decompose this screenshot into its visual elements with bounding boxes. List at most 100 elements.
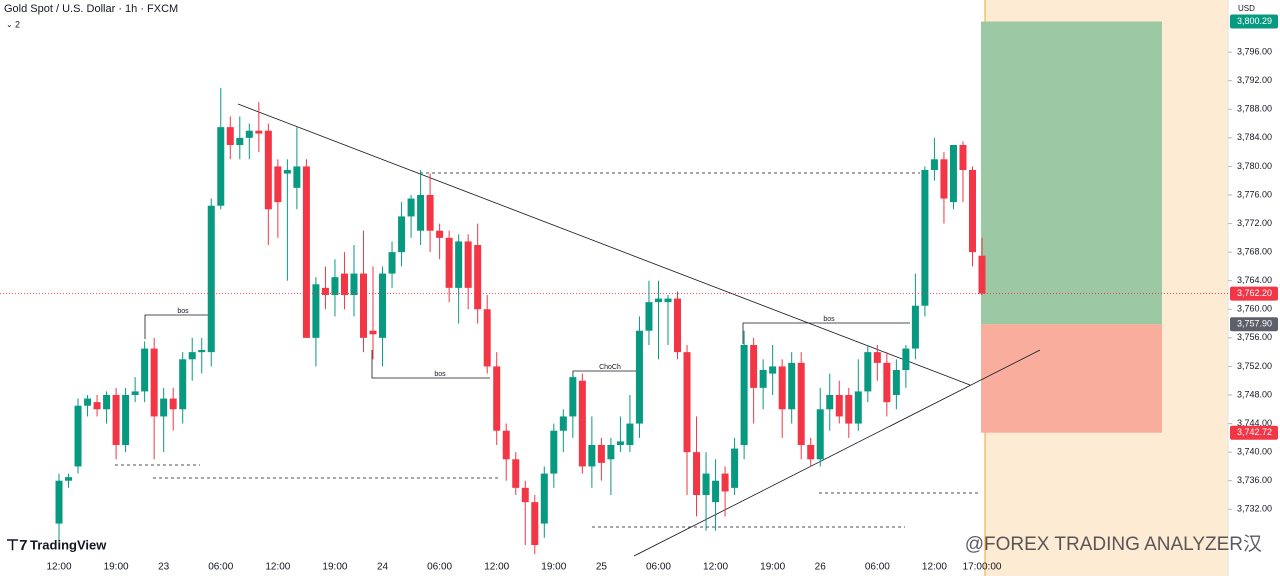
x-tick-label: 19:00 — [322, 562, 347, 573]
candle-body — [550, 430, 558, 474]
candle-body — [359, 273, 367, 338]
candle-body — [826, 395, 834, 410]
candle-body — [654, 298, 662, 303]
x-tick-label: 06:00 — [646, 562, 671, 573]
annotation: ChoCh — [599, 364, 621, 371]
candle-body — [750, 345, 758, 388]
candle-body — [264, 130, 272, 210]
candle-body — [312, 284, 320, 338]
candle-body — [84, 398, 92, 406]
candle-body — [626, 423, 634, 445]
candle-body — [835, 395, 843, 417]
candle-body — [540, 473, 548, 524]
y-tick-label: 3,764.00 — [1237, 275, 1272, 285]
candle-body — [283, 170, 291, 174]
indicator-count[interactable]: 2 — [15, 19, 20, 29]
annotation: bos — [823, 316, 835, 323]
candle-body — [207, 205, 215, 353]
candle-body — [245, 130, 253, 138]
x-tick-label: 06:00 — [427, 562, 452, 573]
candle-body — [588, 445, 596, 467]
candle-body — [512, 459, 520, 488]
trendline — [237, 103, 971, 386]
trendline — [633, 349, 1041, 557]
candle-body — [55, 480, 63, 524]
candle-body — [911, 305, 919, 349]
candle-body — [949, 145, 957, 203]
candle-body — [455, 241, 463, 288]
y-tick-label: 3,772.00 — [1237, 218, 1272, 228]
candle-body — [578, 380, 586, 467]
candle-body — [255, 130, 263, 134]
candle-body — [493, 366, 501, 431]
x-tick-label: 17:00:00 — [963, 562, 1002, 573]
bos-line — [742, 322, 910, 344]
candle-body — [445, 237, 453, 288]
candle-body — [968, 170, 976, 253]
candle-body — [597, 445, 605, 463]
candle-body — [122, 395, 130, 445]
candle-body — [674, 298, 682, 353]
candle-body — [179, 359, 187, 410]
candle-body — [559, 416, 567, 431]
candle-body — [816, 409, 824, 460]
candle-body — [350, 273, 358, 295]
watermark: @FOREX TRADING ANALYZER汉 — [965, 533, 1262, 555]
candle-body — [807, 445, 815, 460]
x-tick-label: 06:00 — [865, 562, 890, 573]
y-tick-label: 3,736.00 — [1237, 475, 1272, 485]
y-tick-label: 3,780.00 — [1237, 161, 1272, 171]
y-tick-label: 3,784.00 — [1237, 132, 1272, 142]
collapse-toggle[interactable]: ⌄ — [6, 20, 13, 29]
candle-body — [940, 159, 948, 199]
logo-mark: ⊤7 — [6, 537, 27, 554]
candle-body — [854, 391, 862, 424]
x-tick-label: 23 — [158, 562, 170, 573]
candle-body — [864, 352, 872, 392]
candle-body — [464, 241, 472, 288]
x-tick-label: 12:00 — [484, 562, 509, 573]
price-tag — [1230, 286, 1278, 301]
y-tick-label: 3,740.00 — [1237, 447, 1272, 457]
y-tick-label: 3,744.00 — [1237, 418, 1272, 428]
candle-body — [379, 273, 387, 338]
candle-body — [759, 370, 767, 388]
price-tag-label: 3,800.29 — [1237, 16, 1272, 26]
candle-body — [388, 252, 396, 274]
candle-body — [664, 298, 672, 303]
candle-body — [740, 345, 748, 445]
price-tag — [1230, 425, 1278, 440]
y-tick-label: 3,748.00 — [1237, 389, 1272, 399]
x-tick-label: 19:00 — [104, 562, 129, 573]
candle-body — [369, 330, 377, 335]
price-tag — [1230, 317, 1278, 332]
bos-line — [144, 314, 208, 339]
y-tick-label: 3,792.00 — [1237, 75, 1272, 85]
annotation: bos — [434, 371, 446, 378]
candle-body — [426, 195, 434, 231]
price-tag — [1230, 14, 1278, 29]
target-zone — [981, 21, 1162, 325]
candle-body — [160, 398, 168, 417]
candle-body — [474, 245, 482, 310]
candle-body — [483, 309, 491, 367]
y-tick-label: 3,732.00 — [1237, 504, 1272, 514]
y-tick-label: 3,752.00 — [1237, 361, 1272, 371]
x-tick-label: 12:00 — [265, 562, 290, 573]
stop-zone — [981, 324, 1162, 433]
candle-body — [302, 166, 310, 338]
y-tick-label: 3,776.00 — [1237, 189, 1272, 199]
candle-body — [331, 277, 339, 295]
candle-body — [769, 366, 777, 374]
candle-body — [635, 330, 643, 424]
x-tick-label: 25 — [596, 562, 608, 573]
candle-body — [978, 255, 986, 294]
candle-body — [607, 445, 615, 460]
candle-body — [845, 395, 853, 424]
candle-body — [141, 348, 149, 392]
candle-body — [217, 127, 225, 206]
candles — [55, 87, 986, 555]
chart-title: Gold Spot / U.S. Dollar · 1h · FXCM — [4, 3, 178, 15]
candle-body — [930, 159, 938, 170]
